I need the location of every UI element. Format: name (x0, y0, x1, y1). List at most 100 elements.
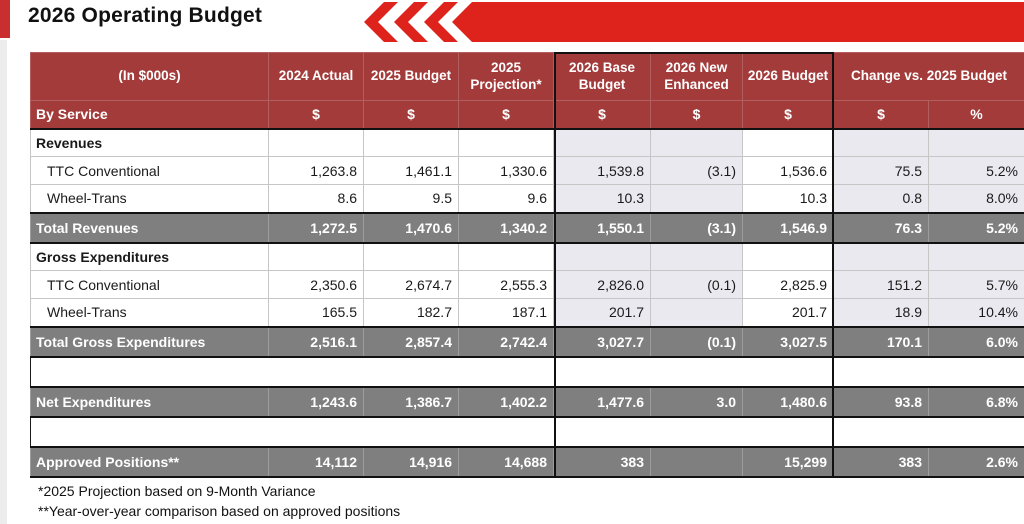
col-header-2026-budget: 2026 Budget (742, 52, 834, 101)
cell-change-percent (928, 242, 1024, 271)
row-label: Total Revenues (30, 211, 269, 244)
row-label (30, 356, 269, 387)
cell-2025-projection: 1,330.6 (458, 156, 554, 185)
cell-change-percent: 5.2% (928, 156, 1024, 185)
footnote-positions: **Year-over-year comparison based on app… (38, 502, 401, 519)
row-label (30, 416, 269, 447)
cell-2025-budget: 14,916 (363, 445, 459, 478)
budget-table: (In $000s) 2024 Actual 2025 Budget 2025 Pro… (30, 52, 1024, 478)
row-label: Revenues (30, 128, 269, 157)
col-header-2025-projection: 2025 Projection* (458, 52, 554, 101)
cell-2026-base: 2,826.0 (553, 270, 651, 299)
cell-2025-budget: 2,674.7 (363, 270, 459, 299)
cell-2026-new-enhanced: (3.1) (650, 211, 743, 244)
subheader-by-service: By Service (30, 100, 269, 130)
row-label: TTC Conventional (30, 270, 269, 299)
row-label: Wheel-Trans (30, 184, 269, 213)
cell-2026-new-enhanced (650, 128, 743, 157)
chevron-arrows-icon (364, 2, 1024, 42)
cell-change-dollar: 151.2 (833, 270, 929, 299)
slide-edge (0, 40, 7, 524)
cell-change-percent: 6.8% (928, 385, 1024, 418)
cell-2025-projection (458, 416, 554, 447)
cell-2025-budget (363, 416, 459, 447)
cell-2026-base: 1,477.6 (553, 385, 651, 418)
cell-2026-new-enhanced: 3.0 (650, 385, 743, 418)
page-title: 2026 Operating Budget (28, 4, 263, 27)
cell-2026-budget (742, 356, 834, 387)
table-row: Revenues (30, 128, 1024, 157)
col-header-2025-budget: 2025 Budget (363, 52, 459, 101)
cell-2024-actual: 1,272.5 (268, 211, 364, 244)
cell-2024-actual: 1,263.8 (268, 156, 364, 185)
unit-header-2026-budget: $ (742, 100, 834, 130)
cell-2024-actual: 1,243.6 (268, 385, 364, 418)
cell-change-dollar: 383 (833, 445, 929, 478)
cell-2026-budget: 1,536.6 (742, 156, 834, 185)
cell-change-percent: 5.2% (928, 211, 1024, 244)
cell-2026-new-enhanced (650, 416, 743, 447)
cell-2026-budget (742, 128, 834, 157)
cell-change-percent: 2.6% (928, 445, 1024, 478)
table-row: Total Gross Expenditures 2,516.1 2,857.4 2,… (30, 325, 1024, 358)
cell-2026-base: 383 (553, 445, 651, 478)
header-row: (In $000s) 2024 Actual 2025 Budget 2025 Pro… (30, 52, 1024, 101)
cell-2025-projection: 187.1 (458, 298, 554, 327)
cell-2026-new-enhanced (650, 184, 743, 213)
row-label: Wheel-Trans (30, 298, 269, 327)
row-label: Approved Positions** (30, 445, 269, 478)
cell-2025-budget: 182.7 (363, 298, 459, 327)
cell-change-dollar: 170.1 (833, 325, 929, 358)
table-row: Net Expenditures 1,243.6 1,386.7 1,402.2 1,4… (30, 385, 1024, 418)
cell-2026-base: 201.7 (553, 298, 651, 327)
col-header-label: (In $000s) (30, 52, 269, 101)
table-row: Gross Expenditures (30, 242, 1024, 271)
unit-header-2026-new-enhanced: $ (650, 100, 743, 130)
cell-change-percent (928, 416, 1024, 447)
cell-change-percent (928, 356, 1024, 387)
cell-change-percent (928, 128, 1024, 157)
cell-change-percent: 8.0% (928, 184, 1024, 213)
cell-2026-budget: 2,825.9 (742, 270, 834, 299)
cell-2025-projection (458, 128, 554, 157)
unit-header-2024-actual: $ (268, 100, 364, 130)
cell-2026-base (553, 242, 651, 271)
table-row: Wheel-Trans 8.6 9.5 9.6 10.3 10.3 0.8 8.0% (30, 184, 1024, 213)
table-body: Revenues TTC Conventional 1,263.8 1,461.1 1,… (30, 128, 1024, 478)
cell-change-dollar (833, 128, 929, 157)
cell-change-dollar: 0.8 (833, 184, 929, 213)
unit-header-2025-budget: $ (363, 100, 459, 130)
cell-2025-budget: 9.5 (363, 184, 459, 213)
cell-change-dollar: 76.3 (833, 211, 929, 244)
cell-2026-budget: 3,027.5 (742, 325, 834, 358)
col-header-change-vs-2025: Change vs. 2025 Budget (833, 52, 1024, 101)
cell-2024-actual: 8.6 (268, 184, 364, 213)
cell-2024-actual (268, 242, 364, 271)
title-accent-bar (0, 0, 10, 38)
cell-2024-actual: 14,112 (268, 445, 364, 478)
cell-2026-new-enhanced (650, 445, 743, 478)
table-row: TTC Conventional 1,263.8 1,461.1 1,330.6 1,5… (30, 156, 1024, 185)
cell-2025-budget (363, 128, 459, 157)
cell-change-percent: 6.0% (928, 325, 1024, 358)
table-row: Approved Positions** 14,112 14,916 14,688 38… (30, 445, 1024, 478)
cell-change-dollar: 93.8 (833, 385, 929, 418)
unit-header-2025-projection: $ (458, 100, 554, 130)
cell-2026-budget: 10.3 (742, 184, 834, 213)
cell-2026-budget: 15,299 (742, 445, 834, 478)
cell-2026-base: 1,539.8 (553, 156, 651, 185)
cell-2026-base (553, 356, 651, 387)
footnote-projection: *2025 Projection based on 9-Month Varian… (38, 483, 316, 499)
cell-2024-actual: 2,350.6 (268, 270, 364, 299)
cell-2026-base: 3,027.7 (553, 325, 651, 358)
col-header-2026-new-enhanced: 2026 New Enhanced (650, 52, 743, 101)
cell-2024-actual (268, 416, 364, 447)
cell-2026-new-enhanced (650, 356, 743, 387)
cell-change-dollar (833, 356, 929, 387)
table-row: TTC Conventional 2,350.6 2,674.7 2,555.3 2,8… (30, 270, 1024, 299)
cell-2026-new-enhanced (650, 298, 743, 327)
cell-2026-new-enhanced: (0.1) (650, 270, 743, 299)
table-row: Total Revenues 1,272.5 1,470.6 1,340.2 1,550… (30, 211, 1024, 244)
cell-2024-actual (268, 356, 364, 387)
cell-2025-projection: 14,688 (458, 445, 554, 478)
